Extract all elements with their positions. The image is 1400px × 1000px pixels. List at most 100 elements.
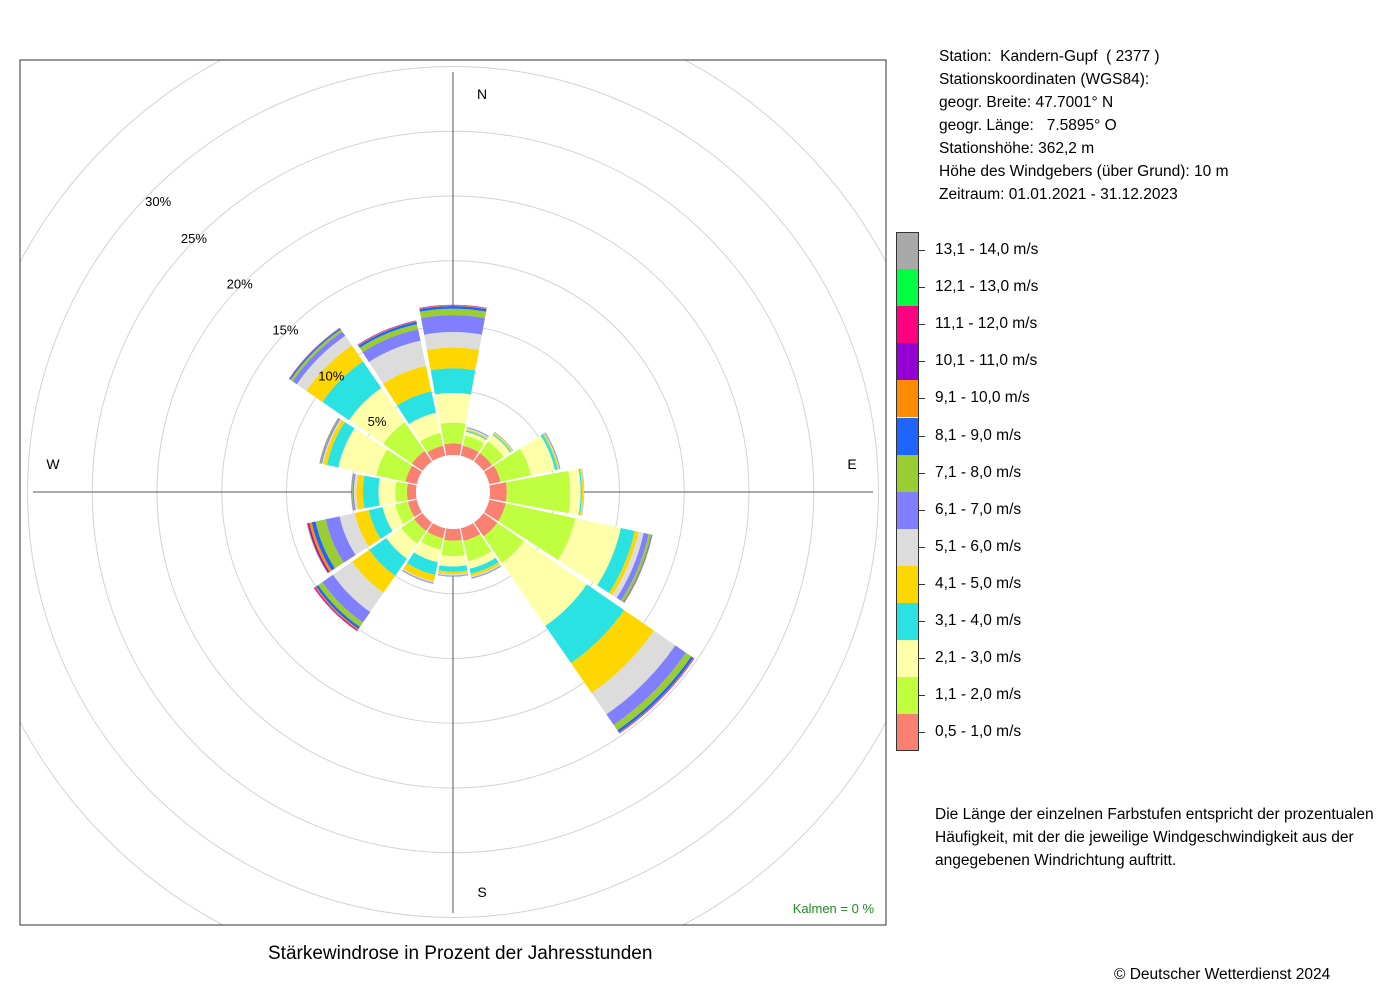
sector-nw-bin-8 (290, 329, 343, 382)
legend-swatch (896, 417, 919, 455)
legend-item: 13,1 - 14,0 m/s (895, 232, 1195, 269)
sector-w-bin-3 (378, 478, 397, 506)
legend-tick (919, 287, 925, 289)
sector-e-bin-5 (579, 468, 584, 516)
sector-wnw-bin-6 (321, 419, 342, 465)
sector-e-bin-7 (581, 468, 585, 516)
sector-sw-bin-3 (386, 527, 418, 559)
sector-wsw-bin-2 (395, 501, 415, 525)
legend-item: 8,1 - 9,0 m/s (895, 417, 1195, 455)
sector-ene-bin-5 (542, 433, 559, 470)
sector-wsw-bin-1 (407, 499, 422, 518)
sector-s-bin-5 (438, 570, 468, 575)
legend-item: 7,1 - 8,0 m/s (895, 454, 1195, 492)
ring-label: 15% (272, 322, 298, 337)
sector-nne-bin-4 (465, 430, 488, 441)
sector-sse (460, 523, 502, 579)
legend-label: 5,1 - 6,0 m/s (935, 537, 1022, 555)
legend-tick (919, 324, 925, 326)
calm-label: Kalmen = 0 % (793, 901, 875, 916)
chart-caption: Stärkewindrose in Prozent der Jahresstun… (268, 943, 653, 964)
sector-s-bin-6 (437, 572, 469, 576)
compass-label-s: S (477, 884, 486, 900)
sector-n-bin-8 (419, 308, 487, 319)
sector-nnw (357, 320, 446, 461)
sector-ene-bin-3 (519, 435, 556, 476)
sector-n-bin-9 (419, 306, 487, 312)
legend-tick (919, 472, 925, 474)
sector-ssw-bin-6 (402, 568, 434, 583)
copyright: © Deutscher Wetterdienst 2024 (1114, 966, 1331, 983)
sector-ssw-bin-4 (406, 552, 438, 576)
legend-item: 3,1 - 4,0 m/s (895, 603, 1195, 640)
sector-w (351, 473, 417, 511)
legend-swatch (896, 677, 919, 715)
sector-ese-bin-4 (597, 527, 635, 593)
sector-ne-bin-4 (492, 433, 512, 453)
calm-disc (416, 455, 490, 529)
legend-item: 12,1 - 13,0 m/s (895, 269, 1195, 307)
calm-center (416, 455, 490, 529)
sector-e-bin-4 (578, 468, 582, 516)
ring-label: 25% (181, 231, 207, 246)
sector-se-bin-6 (591, 630, 676, 715)
legend-tick (919, 546, 925, 548)
sector-nnw-bin-2 (420, 433, 444, 453)
sector-s-bin-8 (437, 574, 469, 577)
legend-item: 10,1 - 11,0 m/s (895, 343, 1195, 381)
sector-w-bin-5 (356, 474, 365, 510)
legend-label: 9,1 - 10,0 m/s (935, 389, 1030, 407)
legend-tick (919, 509, 925, 511)
sector-w-bin-10 (351, 473, 354, 511)
sector-ne-bin-1 (474, 453, 492, 471)
sector-w-bin-8 (351, 473, 355, 511)
sector-e-bin-3 (568, 468, 581, 516)
sector-ssw-bin-1 (427, 523, 446, 539)
sector-s-bin-7 (437, 574, 469, 577)
sector-n-bin-3 (435, 392, 471, 424)
legend-tick (919, 250, 925, 251)
sector-n-bin-4 (430, 368, 476, 395)
legend-tick (919, 583, 925, 585)
sector-wsw-bin-11 (307, 522, 330, 573)
sector-nnw-bin-8 (359, 324, 419, 353)
sector-se-bin-3 (501, 540, 587, 626)
sector-se-bin-1 (474, 513, 498, 537)
sector-sw-bin-8 (318, 582, 363, 627)
period: Zeitraum: 01.01.2021 - 31.12.2023 (939, 186, 1178, 203)
compass-label-e: E (847, 456, 856, 472)
sector-sw-bin-9 (315, 585, 360, 630)
legend-tick (919, 361, 925, 363)
sector-sw-bin-5 (352, 549, 396, 593)
sector-n-bin-1 (444, 443, 462, 456)
sector-e-bin-1 (489, 482, 507, 502)
sector-nnw-bin-9 (358, 321, 418, 348)
legend-swatch (896, 269, 919, 307)
legend-label: 13,1 - 14,0 m/s (935, 241, 1039, 258)
sector-sse-bin-3 (467, 551, 496, 569)
sector-ssw (401, 523, 446, 584)
coords-title: Stationskoordinaten (WGS84): (939, 71, 1150, 88)
sector-w-bin-2 (395, 481, 408, 503)
wind-sectors (288, 304, 695, 734)
sector-sw-bin-1 (414, 513, 432, 531)
legend-label: 6,1 - 7,0 m/s (935, 500, 1022, 518)
sector-s-bin-3 (439, 555, 467, 567)
legend-item: 0,5 - 1,0 m/s (895, 714, 1195, 752)
sector-se-bin-7 (606, 645, 686, 725)
sector-wsw-bin-5 (354, 510, 381, 547)
sector-nne-bin-6 (466, 427, 489, 439)
sector-ese (484, 499, 653, 603)
plot-frame (19, 59, 887, 926)
sector-ene (484, 432, 561, 485)
legend-item: 11,1 - 12,0 m/s (895, 306, 1195, 344)
legend-swatch (896, 565, 919, 603)
sector-n-bin-2 (440, 422, 466, 445)
sector-w-bin-6 (353, 474, 359, 510)
sector-s-bin-2 (441, 539, 465, 557)
explanation-note: Die Länge der einzelnen Farbstufen entsp… (935, 806, 1374, 869)
legend-label: 1,1 - 2,0 m/s (935, 686, 1022, 704)
sector-nw-bin-1 (411, 450, 432, 471)
wind-rose-chart: 5% 10% 15% 20% 25% 30% N E S W Kalmen = 0 % (19, 59, 887, 926)
sector-n-bin-6 (424, 331, 482, 350)
